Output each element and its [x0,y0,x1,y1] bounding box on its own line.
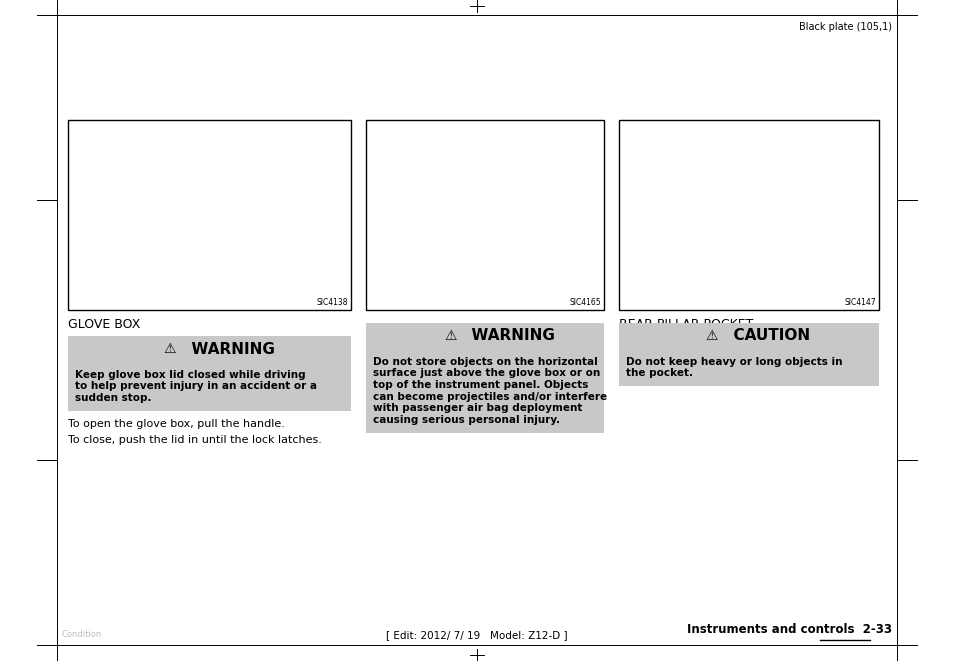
Text: Condition: Condition [62,630,102,639]
Text: SIC4147: SIC4147 [843,298,875,307]
Text: REAR PILLAR POCKET: REAR PILLAR POCKET [618,318,753,331]
Text: Keep glove box lid closed while driving: Keep glove box lid closed while driving [75,369,305,380]
Text: top of the instrument panel. Objects: top of the instrument panel. Objects [373,380,588,390]
Text: WARNING: WARNING [181,342,274,356]
Text: ⚠: ⚠ [704,329,717,343]
Text: to help prevent injury in an accident or a: to help prevent injury in an accident or… [75,381,316,391]
Text: can become projectiles and/or interfere: can become projectiles and/or interfere [373,392,606,402]
Bar [366,120,603,310]
Text: SIC4165: SIC4165 [569,298,600,307]
Text: with passenger air bag deployment: with passenger air bag deployment [373,403,581,413]
Text: surface just above the glove box or on: surface just above the glove box or on [373,368,599,379]
Bar [618,120,878,310]
Bar [68,362,351,411]
Text: CAUTION: CAUTION [722,329,809,344]
Text: To open the glove box, pull the handle.: To open the glove box, pull the handle. [68,419,285,429]
Text: GLOVE BOX: GLOVE BOX [68,318,140,331]
Text: ⚠: ⚠ [443,329,456,343]
Text: ⚠: ⚠ [163,342,175,356]
Text: [ Edit: 2012/ 7/ 19   Model: Z12-D ]: [ Edit: 2012/ 7/ 19 Model: Z12-D ] [386,630,567,640]
Text: To close, push the lid in until the lock latches.: To close, push the lid in until the lock… [68,435,321,445]
Text: sudden stop.: sudden stop. [75,393,152,403]
Text: SIC4138: SIC4138 [316,298,348,307]
Text: Instruments and controls  2-33: Instruments and controls 2-33 [686,623,891,636]
Text: Black plate (105,1): Black plate (105,1) [799,22,891,32]
Bar [366,323,603,349]
Bar [68,120,351,310]
Text: WARNING: WARNING [460,329,555,344]
Text: Do not store objects on the horizontal: Do not store objects on the horizontal [373,357,598,367]
Bar [366,349,603,433]
Text: the pocket.: the pocket. [625,368,692,379]
Bar [618,349,878,386]
Text: causing serious personal injury.: causing serious personal injury. [373,415,559,425]
Text: Do not keep heavy or long objects in: Do not keep heavy or long objects in [625,357,841,367]
Bar [68,336,351,362]
Bar [618,323,878,349]
